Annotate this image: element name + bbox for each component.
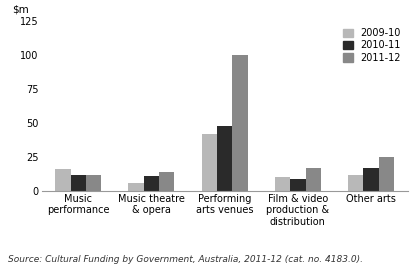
Bar xyxy=(275,177,290,191)
Bar xyxy=(71,175,86,191)
Bar xyxy=(232,55,248,191)
Bar xyxy=(305,168,321,191)
Bar xyxy=(55,169,71,191)
Text: $m: $m xyxy=(12,5,29,14)
Bar xyxy=(202,134,217,191)
Bar xyxy=(290,179,305,191)
Bar xyxy=(129,183,144,191)
Bar xyxy=(364,168,379,191)
Bar xyxy=(144,176,159,191)
Bar xyxy=(217,126,232,191)
Text: Source: Cultural Funding by Government, Australia, 2011-12 (cat. no. 4183.0).: Source: Cultural Funding by Government, … xyxy=(8,255,363,264)
Bar xyxy=(379,157,394,191)
Bar xyxy=(159,172,174,191)
Legend: 2009-10, 2010-11, 2011-12: 2009-10, 2010-11, 2011-12 xyxy=(341,26,403,65)
Bar xyxy=(348,175,364,191)
Bar xyxy=(86,175,101,191)
